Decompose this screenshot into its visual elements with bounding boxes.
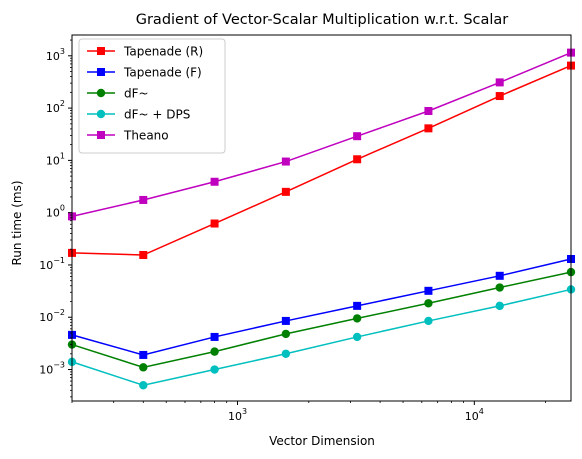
data-point — [210, 347, 219, 356]
series-line — [71, 64, 572, 256]
series-line — [71, 288, 572, 387]
y-tick-label: 10−1 — [39, 256, 65, 272]
legend-marker — [97, 131, 105, 139]
legend-box — [78, 38, 226, 154]
legend-label: dF~ + DPS — [124, 108, 190, 122]
legend-label: Tapenade (R) — [123, 45, 203, 59]
data-point — [353, 132, 362, 141]
y-tick-label: 10−3 — [39, 361, 65, 377]
data-point — [424, 286, 433, 295]
data-point — [495, 92, 504, 101]
data-point — [210, 219, 219, 228]
x-tick-label: 103 — [228, 407, 247, 423]
data-point — [424, 316, 433, 326]
data-point — [281, 157, 290, 166]
data-point — [353, 155, 362, 164]
legend-item: Tapenade (R) — [87, 45, 203, 59]
y-tick-label: 102 — [46, 99, 65, 115]
data-point — [495, 271, 504, 280]
data-point — [139, 381, 148, 390]
legend-item: dF~ — [87, 87, 149, 101]
legend-marker — [97, 47, 105, 55]
series-line — [71, 271, 572, 369]
data-point — [424, 106, 433, 115]
data-point — [495, 301, 504, 311]
series-line — [71, 51, 572, 218]
legend-label: Tapenade (F) — [123, 66, 202, 80]
x-axis-label: Vector Dimension — [269, 434, 375, 448]
data-point — [281, 187, 290, 196]
data-point — [495, 283, 504, 292]
data-point — [139, 363, 148, 372]
y-tick-label: 103 — [46, 47, 65, 63]
data-point — [281, 316, 290, 325]
chart-title: Gradient of Vector-Scalar Multiplication… — [136, 12, 509, 28]
legend-item: Theano — [87, 129, 169, 143]
data-point — [281, 329, 291, 339]
legend-item: dF~ + DPS — [87, 108, 190, 122]
data-point — [139, 195, 148, 204]
y-tick-label: 101 — [46, 151, 65, 167]
series-df-dps — [67, 285, 576, 390]
data-point — [210, 332, 219, 341]
legend-item: Tapenade (F) — [87, 66, 202, 80]
y-axis-label: Run time (ms) — [10, 180, 24, 265]
data-point — [495, 78, 504, 87]
y-tick-label: 100 — [46, 204, 65, 220]
legend-label: Theano — [123, 129, 169, 143]
x-tick-label: 104 — [465, 407, 484, 423]
legend: Tapenade (R) Tapenade (F) dF~ dF~ + DPS Thea… — [78, 38, 226, 154]
y-tick-label: 10−2 — [39, 308, 65, 324]
data-point — [281, 349, 291, 358]
data-point — [353, 301, 362, 310]
axes-frame — [71, 34, 572, 402]
data-point — [424, 299, 433, 308]
data-point — [352, 332, 362, 342]
data-point — [210, 177, 219, 186]
data-point — [210, 365, 219, 374]
data-point — [139, 350, 148, 359]
legend-label: dF~ — [124, 87, 149, 101]
legend-marker — [96, 109, 106, 119]
series-line — [71, 258, 572, 356]
data-point — [139, 250, 148, 259]
data-point — [424, 124, 433, 133]
axis-ticks: 103 104 10−3 10−2 10−1 100 101 102 103 — [39, 39, 547, 423]
legend-marker — [96, 88, 106, 98]
series-df- — [67, 267, 576, 372]
legend-marker — [97, 68, 105, 76]
data-point — [352, 314, 362, 323]
